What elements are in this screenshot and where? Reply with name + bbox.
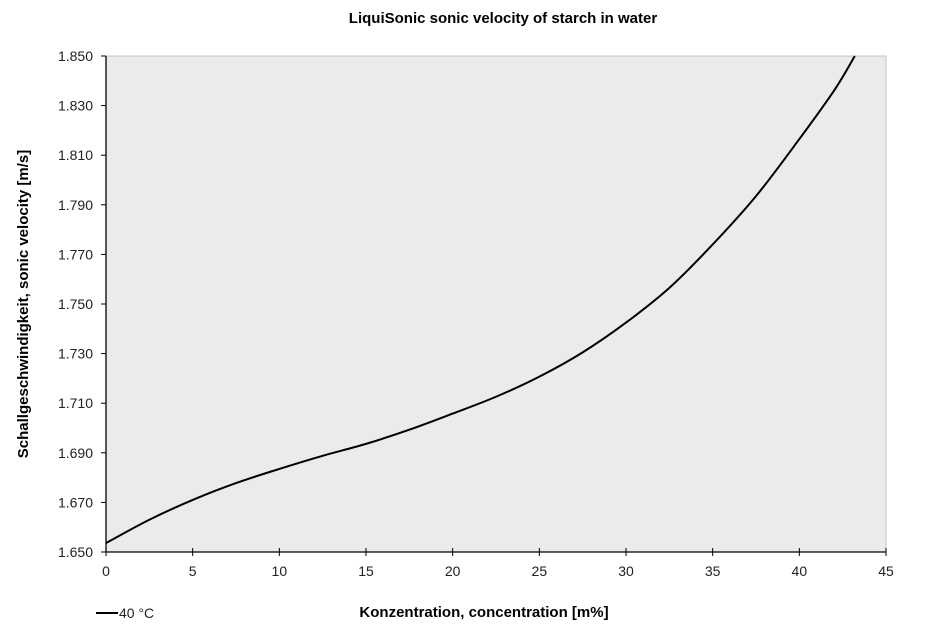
x-tick-label: 0 <box>102 563 110 579</box>
legend: 40 °C <box>96 605 154 621</box>
plot-area <box>105 55 887 553</box>
x-tick-label: 45 <box>878 563 894 579</box>
x-tick-label: 15 <box>358 563 374 579</box>
y-tick-label: 1.790 <box>58 197 93 213</box>
y-tick-label: 1.850 <box>58 48 93 64</box>
y-tick-label: 1.730 <box>58 346 93 362</box>
x-tick-label: 20 <box>445 563 461 579</box>
y-tick-label: 1.690 <box>58 445 93 461</box>
y-tick-label: 1.830 <box>58 98 93 114</box>
y-tick-label: 1.770 <box>58 246 93 262</box>
x-tick-label: 35 <box>705 563 721 579</box>
y-tick-label: 1.710 <box>58 395 93 411</box>
series-line-40c <box>105 55 856 544</box>
x-tick-label: 25 <box>532 563 548 579</box>
y-tick-label: 1.650 <box>58 544 93 560</box>
y-tick-label: 1.750 <box>58 296 93 312</box>
x-tick-label: 5 <box>189 563 197 579</box>
y-tick-label: 1.810 <box>58 147 93 163</box>
legend-label: 40 °C <box>119 605 154 621</box>
chart-title: LiquiSonic sonic velocity of starch in w… <box>349 10 658 27</box>
y-axis-label: Schallgeschwindigkeit, sonic velocity [m… <box>15 150 32 458</box>
x-tick-label: 40 <box>792 563 808 579</box>
x-tick-label: 10 <box>272 563 288 579</box>
y-tick-label: 1.670 <box>58 494 93 510</box>
x-tick-label: 30 <box>618 563 634 579</box>
x-axis-label: Konzentration, concentration [m%] <box>359 604 608 621</box>
